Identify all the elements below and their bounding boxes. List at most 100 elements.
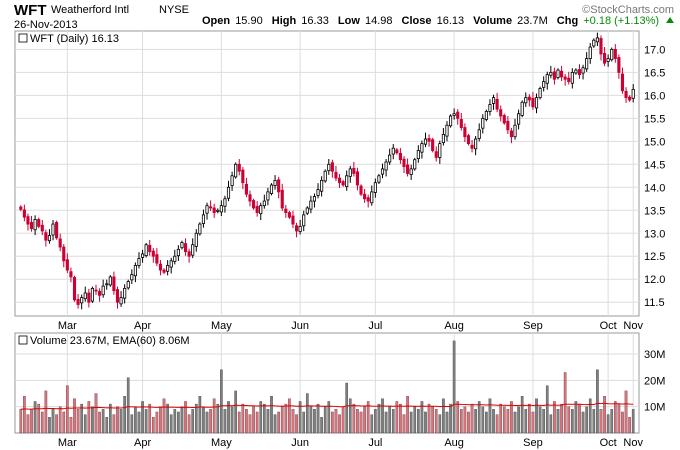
volume-bar [388,406,391,434]
candle-body [280,189,284,209]
price-x-tick: Aug [444,320,464,332]
candle-body [499,109,503,117]
candle-body [624,90,628,99]
candle-body [19,206,23,210]
volume-bar [452,340,456,434]
candle-body [595,37,599,43]
candle-body [26,216,30,225]
candle-body [334,171,338,179]
volume-bar [606,414,610,434]
volume-bar [581,411,585,434]
candle-body [531,97,535,108]
low-label: Low [337,15,360,27]
volume-bar [603,396,606,434]
candle-body [108,276,112,286]
candle-body [345,175,349,188]
volume-bar [44,390,48,434]
candle-body [452,113,456,116]
volume-bar [169,414,173,434]
volume-bar [628,417,631,434]
candle-body [416,150,420,160]
price-x-axis: Mar Apr May Jun Jul Aug Sep Oct Nov [58,320,644,332]
volume-bar [309,406,313,434]
ticker-symbol: WFT [14,2,47,19]
candle-body [33,219,37,231]
volume-bar [381,398,384,434]
candle-body [570,71,574,84]
candle-body [567,77,571,82]
volume-bar [202,406,205,434]
price-y-tick: 11.5 [644,297,665,309]
volume-bar [567,406,571,434]
volume-bar [513,411,517,434]
candle-body [388,154,392,163]
candle-body [588,46,592,59]
candle-body [441,134,445,143]
candle-body [151,250,155,257]
candle-body [484,111,488,120]
candle-body [287,212,291,218]
volume-y-tick: 20M [644,375,665,387]
candle-body [556,69,560,79]
volume-bar [470,403,474,434]
volume-bar [101,409,105,434]
price-y-tick: 14.5 [644,159,665,171]
volume-bar [549,414,553,434]
volume-bar [341,406,345,434]
volume-bar [69,417,73,434]
volume-bar [556,409,560,434]
volume-bar [442,398,445,434]
volume-bar [180,406,184,434]
price-y-tick: 12.0 [644,274,665,286]
volume-bar [377,403,381,434]
volume-bar [456,401,460,434]
candle-body [327,163,331,172]
volume-bar [588,398,592,434]
open-label: Open [202,15,231,27]
volume-bar [413,406,417,434]
candle-body [466,135,471,145]
candle-body [438,143,442,158]
volume-bar [477,401,481,434]
volume-bar [144,409,148,434]
volume-bar [320,417,323,434]
candle-body [352,167,356,174]
volume-bar [520,396,524,434]
price-y-tick: 16.0 [644,90,665,102]
volume-bar [631,409,635,434]
volume-bar [495,414,499,434]
volume-bar [162,398,166,434]
candle-body [219,205,223,213]
candle-body [180,242,184,249]
volume-bar [488,398,492,434]
candle-body [402,158,406,168]
candle-body [101,285,105,296]
volume-bar [23,396,26,434]
volume-bar [255,411,259,434]
candle-body [534,97,539,109]
volume-bar [94,393,98,434]
volume-bar [109,403,112,434]
volume-y-tick: 30M [644,349,665,361]
volume-bar [545,385,549,434]
volume-bar [502,406,506,434]
volume-bar [420,401,424,434]
volume-bar [277,411,280,434]
volume-bar [553,401,556,434]
close-label: Close [401,15,432,27]
volume-bar [402,414,406,434]
candle-body [481,117,485,129]
candle-body [223,198,227,207]
volume-bar [259,401,263,434]
candle-body [502,115,506,124]
volume-bar [288,398,291,434]
candle-body [373,182,377,193]
volume-bar [596,369,599,434]
volume-bar [126,377,130,434]
chart-header: WFT Weatherford Intl NYSE 26-Nov-2013 ©S… [0,0,680,32]
candle-body [488,104,492,112]
volume-bar [313,409,316,434]
volume-bar [302,411,306,434]
volume-bar [270,396,273,434]
